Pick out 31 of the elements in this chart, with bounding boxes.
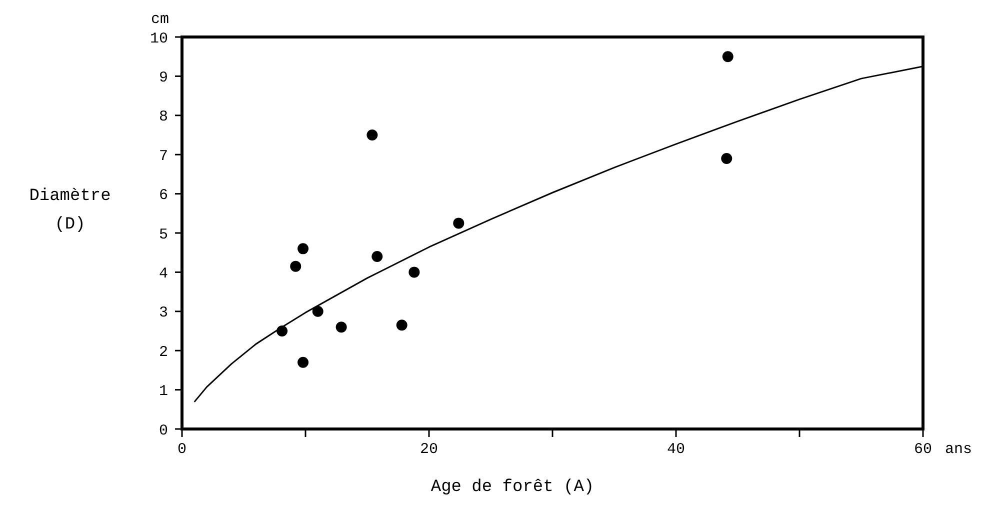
- y-tick-label: 3: [158, 304, 168, 322]
- point: [290, 260, 302, 272]
- y-tick-label: 10: [150, 30, 168, 48]
- y-tick-label: 1: [158, 383, 168, 400]
- y-tick-label: 7: [158, 148, 168, 165]
- point: [396, 320, 408, 331]
- point: [298, 243, 309, 254]
- point: [312, 306, 324, 317]
- x-axis-title: Age de forêt (A): [430, 478, 594, 497]
- point: [722, 51, 734, 62]
- point: [336, 322, 347, 333]
- point: [408, 266, 420, 278]
- y-axis-title: Diamètre (D): [29, 186, 111, 235]
- point: [453, 218, 464, 229]
- point: [372, 251, 383, 262]
- x-tick-label: 20: [420, 441, 438, 458]
- y-tick-label: 0: [158, 422, 168, 440]
- text: ans: [945, 441, 972, 458]
- point: [721, 153, 732, 164]
- x-tick-label: 0: [177, 441, 187, 458]
- point: [366, 130, 378, 140]
- x-tick-label: 40: [666, 441, 686, 458]
- y-tick-label: 5: [158, 226, 168, 244]
- point: [298, 356, 309, 368]
- y-tick-label: 4: [158, 265, 168, 282]
- x-tick-label: 60: [914, 441, 932, 458]
- y-tick-label: 6: [158, 187, 168, 204]
- y-tick-label: 9: [158, 69, 168, 86]
- y-tick-label: 2: [158, 344, 168, 361]
- y-tick-label: 8: [158, 108, 168, 126]
- text: cm: [150, 11, 170, 28]
